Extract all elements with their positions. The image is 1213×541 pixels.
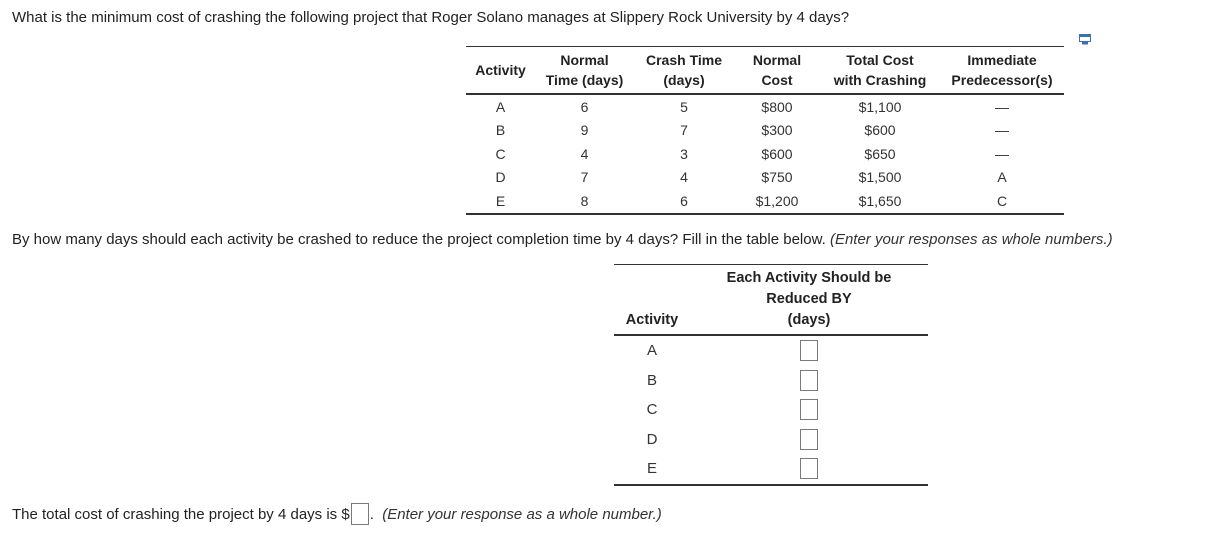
answer-row: E bbox=[614, 454, 928, 485]
project-data-table: Activity Normal Time (days) Crash Time (… bbox=[466, 46, 1064, 215]
answer-cell bbox=[690, 366, 928, 396]
table-row: C 4 3 $600 $650 — bbox=[466, 142, 1064, 166]
cell-predecessor: — bbox=[995, 122, 1009, 139]
cell-activity: C bbox=[495, 145, 506, 162]
cell-crash-time: 3 bbox=[680, 145, 688, 162]
answer-cell bbox=[690, 425, 928, 455]
header-normal-cost: Normal Cost bbox=[734, 47, 820, 95]
header-line: (days) bbox=[663, 72, 705, 88]
header-line: Crash Time bbox=[646, 52, 722, 68]
cell-activity: E bbox=[495, 192, 506, 209]
reduction-input-c[interactable] bbox=[800, 399, 818, 421]
reduction-input-d[interactable] bbox=[800, 428, 818, 450]
answer-header-row: Activity Each Activity Should be Reduced… bbox=[614, 264, 928, 336]
cell-crash-time: 4 bbox=[680, 169, 688, 186]
cell-crash-time: 6 bbox=[680, 192, 688, 209]
answer-row: D bbox=[614, 425, 928, 455]
header-normal-time: Normal Time (days) bbox=[535, 47, 634, 95]
reduction-input-e[interactable] bbox=[800, 458, 818, 480]
table-header-row: Activity Normal Time (days) Crash Time (… bbox=[466, 46, 1064, 95]
question-text: What is the minimum cost of crashing the… bbox=[12, 9, 850, 26]
cell-normal-cost: $600 bbox=[761, 145, 793, 162]
header-total-cost: Total Cost with Crashing bbox=[820, 47, 940, 95]
table-row: B 9 7 $300 $600 — bbox=[466, 119, 1064, 143]
cell-activity: D bbox=[495, 169, 506, 186]
reduction-input-a[interactable] bbox=[800, 340, 818, 362]
cell-normal-cost: $300 bbox=[761, 122, 793, 139]
cell-crash-time: 7 bbox=[680, 122, 688, 139]
cell-predecessor: A bbox=[997, 169, 1007, 186]
answer-header-reduction: Each Activity Should be Reduced BY (days… bbox=[690, 265, 928, 336]
cell-predecessor: — bbox=[995, 145, 1009, 162]
total-cost-hint: (Enter your response as a whole number.) bbox=[382, 506, 662, 523]
cell-normal-time: 7 bbox=[580, 169, 589, 186]
cell-normal-cost: $1,200 bbox=[755, 192, 799, 209]
cell-total-cost: $1,500 bbox=[858, 169, 902, 186]
header-line: Time (days) bbox=[545, 72, 624, 88]
answer-cell bbox=[690, 454, 928, 485]
instruction-main: By how many days should each activity be… bbox=[12, 231, 826, 248]
cell-normal-cost: $800 bbox=[761, 98, 793, 115]
instruction-text: By how many days should each activity be… bbox=[12, 231, 1113, 248]
cell-predecessor: C bbox=[996, 192, 1008, 209]
header-line: Cost bbox=[761, 72, 793, 88]
answer-row: C bbox=[614, 395, 928, 425]
header-line: Total Cost bbox=[846, 52, 914, 68]
cell-activity: A bbox=[495, 98, 506, 115]
cell-activity: B bbox=[495, 122, 506, 139]
answer-cell bbox=[690, 395, 928, 425]
answer-activity-label: A bbox=[646, 342, 657, 360]
cell-total-cost: $1,650 bbox=[858, 192, 902, 209]
table-row: E 8 6 $1,200 $1,650 C bbox=[466, 189, 1064, 214]
answer-activity-label: C bbox=[646, 401, 658, 419]
cell-normal-time: 6 bbox=[580, 98, 589, 115]
table-row: A 6 5 $800 $1,100 — bbox=[466, 94, 1064, 119]
header-line: Immediate bbox=[967, 52, 1037, 68]
cell-total-cost: $1,100 bbox=[858, 98, 902, 115]
copy-icon[interactable] bbox=[1079, 34, 1091, 45]
header-line: Normal bbox=[752, 52, 802, 68]
cell-normal-cost: $750 bbox=[761, 169, 793, 186]
cell-normal-time: 8 bbox=[580, 192, 589, 209]
header-line: Predecessor(s) bbox=[951, 72, 1053, 88]
header-activity: Activity bbox=[466, 47, 535, 95]
header-line: Normal bbox=[560, 52, 609, 68]
cell-normal-time: 4 bbox=[580, 145, 589, 162]
answer-activity-label: E bbox=[646, 460, 657, 478]
cell-total-cost: $600 bbox=[864, 122, 896, 139]
cell-crash-time: 5 bbox=[680, 98, 688, 115]
total-cost-suffix: . bbox=[369, 506, 374, 523]
header-line: Reduced BY bbox=[766, 291, 852, 307]
header-line: with Crashing bbox=[833, 72, 927, 88]
header-predecessor: Immediate Predecessor(s) bbox=[940, 47, 1064, 95]
cell-total-cost: $650 bbox=[864, 145, 896, 162]
reduction-input-b[interactable] bbox=[800, 369, 818, 391]
table-row: D 7 4 $750 $1,500 A bbox=[466, 166, 1064, 190]
cell-normal-time: 9 bbox=[580, 122, 589, 139]
instruction-hint: (Enter your responses as whole numbers.) bbox=[829, 231, 1113, 248]
answer-row: A bbox=[614, 335, 928, 366]
header-line: Each Activity Should be bbox=[726, 270, 892, 286]
answer-activity-label: D bbox=[646, 430, 658, 448]
total-cost-prefix: The total cost of crashing the project b… bbox=[12, 506, 350, 523]
answer-table: Activity Each Activity Should be Reduced… bbox=[614, 264, 928, 486]
header-line: (days) bbox=[787, 312, 831, 328]
total-cost-input[interactable] bbox=[350, 503, 369, 525]
header-line: Activity bbox=[475, 62, 526, 78]
answer-row: B bbox=[614, 366, 928, 396]
header-crash-time: Crash Time (days) bbox=[634, 47, 734, 95]
answer-cell bbox=[690, 335, 928, 366]
cell-predecessor: — bbox=[995, 98, 1009, 115]
answer-header-activity: Activity bbox=[625, 312, 679, 328]
answer-activity-label: B bbox=[646, 371, 657, 389]
total-cost-line: The total cost of crashing the project b… bbox=[12, 503, 662, 525]
